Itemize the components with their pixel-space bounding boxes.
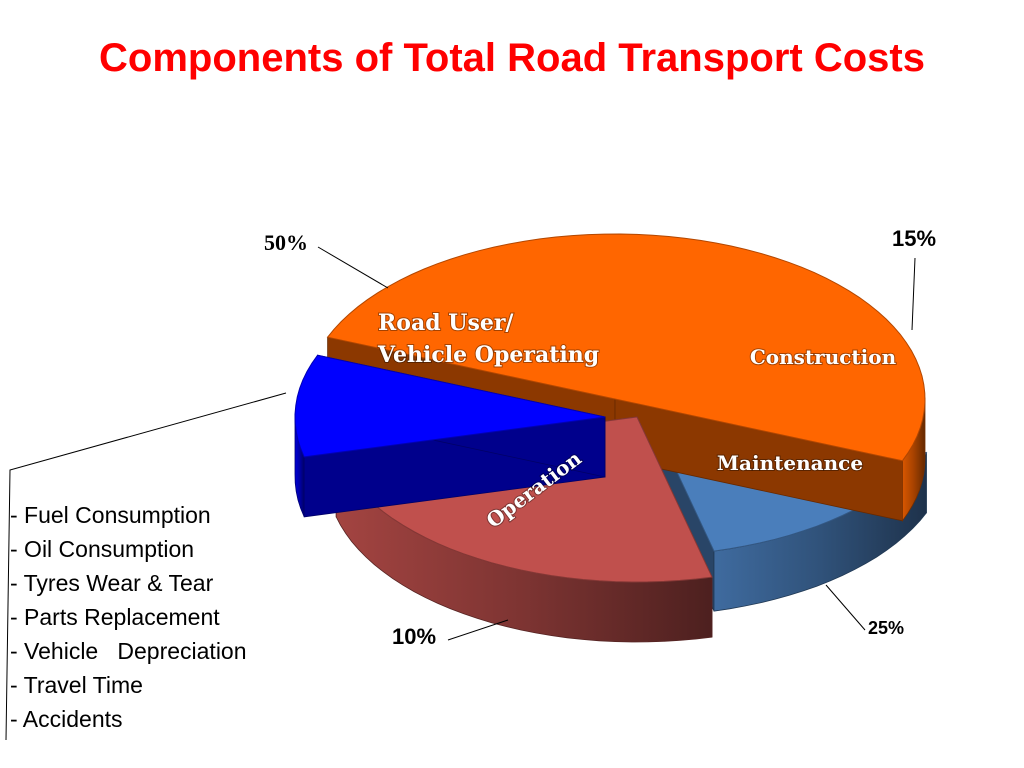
list-item: - Tyres Wear & Tear bbox=[10, 570, 214, 596]
leader-line bbox=[825, 584, 866, 631]
pie-slice-top bbox=[294, 354, 606, 458]
pie-slice-top bbox=[326, 233, 926, 462]
slice-label-road-user: Road User/Vehicle Operating bbox=[377, 310, 599, 368]
list-connector-line bbox=[5, 392, 287, 741]
road-user-components-list: - Fuel Consumption - Oil Consumption - T… bbox=[10, 498, 247, 736]
value-label-operation: 10% bbox=[392, 624, 436, 649]
pie-slice-operation bbox=[294, 354, 606, 518]
leader-line bbox=[911, 257, 916, 331]
list-item: - Travel Time bbox=[10, 672, 143, 698]
leader-line bbox=[447, 619, 509, 641]
list-item: - Accidents bbox=[10, 706, 123, 732]
value-label-maintenance: 25% bbox=[868, 618, 904, 638]
list-item: - Parts Replacement bbox=[10, 604, 220, 630]
value-label-road-user: 50% bbox=[264, 230, 308, 255]
list-item: - Fuel Consumption bbox=[10, 502, 211, 528]
leader-line bbox=[317, 246, 389, 289]
list-item: - Vehicle Depreciation bbox=[10, 638, 247, 664]
chart-title: Components of Total Road Transport Costs bbox=[99, 36, 925, 80]
slice-label-construction: Construction bbox=[750, 345, 897, 369]
list-item: - Oil Consumption bbox=[10, 536, 195, 562]
slice-label-maintenance: Maintenance bbox=[717, 451, 863, 475]
value-label-construction: 15% bbox=[892, 226, 936, 251]
